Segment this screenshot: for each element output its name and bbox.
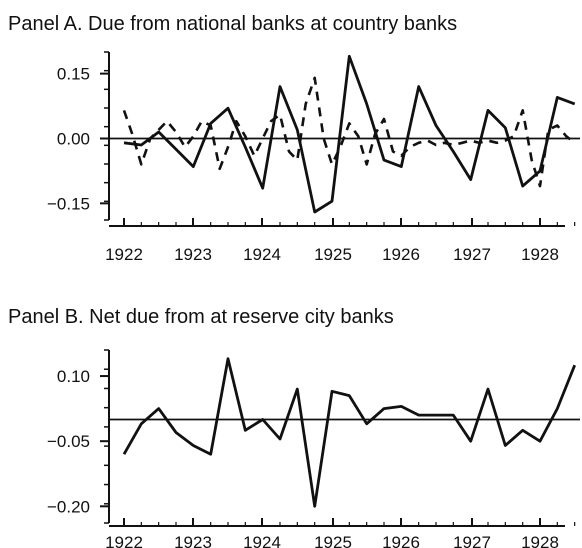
panel-b-y-tick-label: −0.20 [47, 497, 90, 516]
panel-a-series-dashed-line [122, 76, 576, 188]
panel-b-series-solid-line [122, 357, 576, 508]
panel-b-y-tick-label: −0.05 [47, 432, 90, 451]
panel-b-title: Panel B. Net due from at reserve city ba… [8, 306, 394, 328]
panel-a-title: Panel A. Due from national banks at coun… [8, 13, 458, 35]
panel-a-x-tick-label: 1926 [382, 245, 420, 264]
panel-a-x-tick-label: 1925 [314, 245, 352, 264]
panel-a-x-tick-label: 1923 [174, 245, 212, 264]
panel-a-y-tick-label: −0.15 [47, 194, 90, 213]
panel-b-x-tick-label: 1925 [314, 533, 352, 548]
panel-b-x-tick-label: 1924 [243, 533, 281, 548]
panel-b-x-tick-label: 1923 [174, 533, 212, 548]
panel-a-x-tick-label: 1922 [105, 245, 143, 264]
panel-b-x-tick-label: 1926 [382, 533, 420, 548]
panel-b-y-tick-label: 0.10 [57, 367, 90, 386]
panel-a-y-tick-label: 0.00 [57, 129, 90, 148]
panel-a-x-tick-label: 1924 [243, 245, 281, 264]
panel-b-x-tick-label: 1928 [521, 533, 559, 548]
panel-a-x-tick-label: 1928 [521, 245, 559, 264]
panel-a-x-tick-label: 1927 [453, 245, 491, 264]
panel-b-x-tick-label: 1927 [453, 533, 491, 548]
panel-a-series-solid-line [123, 54, 576, 214]
panel-b-x-tick-label: 1922 [105, 533, 143, 548]
panel-a-y-tick-label: 0.15 [57, 65, 90, 84]
